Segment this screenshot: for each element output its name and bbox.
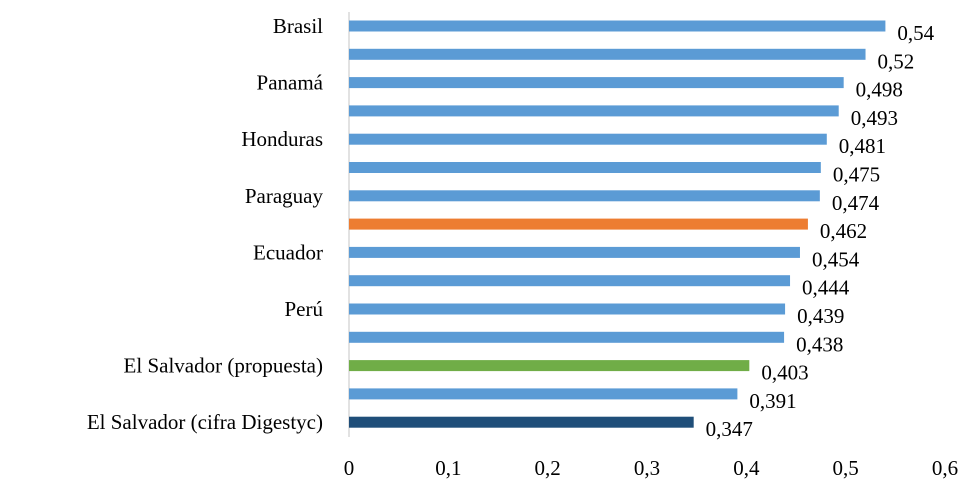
x-tick-label: 0,4 bbox=[733, 456, 760, 480]
bar-value-label: 0,462 bbox=[820, 219, 867, 243]
category-label: El Salvador (cifra Digestyc) bbox=[87, 410, 323, 434]
bar-value-label: 0,454 bbox=[812, 247, 860, 271]
bar-value-label: 0,52 bbox=[878, 49, 915, 73]
bar-value-label: 0,54 bbox=[897, 21, 934, 45]
bars-group bbox=[349, 20, 886, 428]
category-label: Brasil bbox=[273, 14, 323, 38]
x-axis-tick-labels: 0 0,1 0,2 0,3 0,4 0,5 0,6 bbox=[344, 456, 958, 480]
category-label: Perú bbox=[285, 297, 324, 321]
bar bbox=[349, 360, 750, 372]
value-labels: 0,54 0,52 0,498 0,493 0,481 0,475 0,474 0,462 0,… bbox=[706, 21, 935, 441]
bar-value-label: 0,493 bbox=[851, 106, 898, 130]
bar-value-label: 0,481 bbox=[839, 134, 886, 158]
category-label: Paraguay bbox=[245, 184, 324, 208]
bar bbox=[349, 190, 820, 202]
bar bbox=[349, 105, 839, 117]
bar bbox=[349, 133, 827, 145]
bar bbox=[349, 77, 844, 89]
bar-value-label: 0,444 bbox=[802, 276, 850, 300]
category-label: Ecuador bbox=[253, 240, 323, 264]
bar-value-label: 0,438 bbox=[796, 332, 843, 356]
bar-value-label: 0,475 bbox=[833, 163, 880, 187]
x-tick-label: 0,6 bbox=[932, 456, 958, 480]
category-label: El Salvador (propuesta) bbox=[124, 354, 323, 378]
x-tick-label: 0,2 bbox=[535, 456, 561, 480]
bar-value-label: 0,439 bbox=[797, 304, 844, 328]
category-label: Honduras bbox=[241, 127, 323, 151]
bar-value-label: 0,347 bbox=[706, 417, 753, 441]
bar bbox=[349, 416, 694, 428]
bar bbox=[349, 162, 821, 173]
bar bbox=[349, 20, 886, 32]
category-labels: Brasil Panamá Honduras Paraguay Ecuador Perú E… bbox=[87, 14, 324, 434]
x-tick-label: 0,3 bbox=[634, 456, 660, 480]
bar bbox=[349, 275, 791, 287]
x-tick-label: 0,5 bbox=[833, 456, 859, 480]
bar bbox=[349, 331, 785, 343]
category-label: Panamá bbox=[257, 71, 324, 95]
bar-value-label: 0,403 bbox=[761, 361, 808, 385]
bar-value-label: 0,474 bbox=[832, 191, 880, 215]
bar bbox=[349, 48, 866, 60]
x-tick-label: 0,1 bbox=[435, 456, 461, 480]
bar-value-label: 0,498 bbox=[856, 78, 903, 102]
x-tick-label: 0 bbox=[344, 456, 355, 480]
bar-value-label: 0,391 bbox=[749, 389, 796, 413]
bar bbox=[349, 218, 808, 230]
bar bbox=[349, 388, 738, 400]
bar bbox=[349, 246, 800, 258]
bar bbox=[349, 303, 786, 315]
